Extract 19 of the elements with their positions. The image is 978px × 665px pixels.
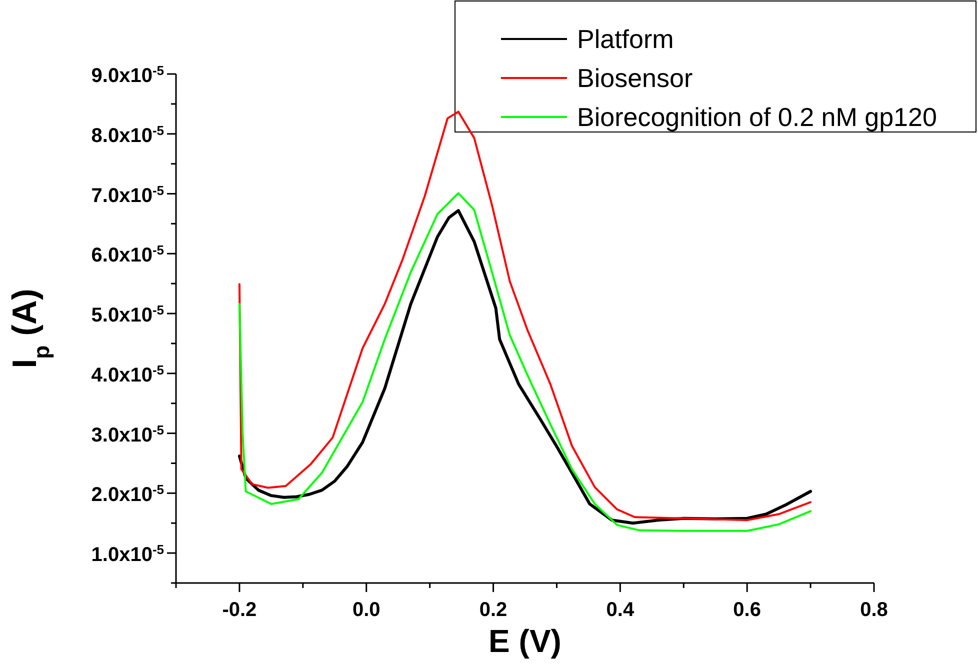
x-tick-label: 0.0 <box>352 599 380 621</box>
y-tick-label: 6.0x10$^{-5}$ <box>91 242 164 267</box>
x-tick-label: -0.2 <box>222 599 257 621</box>
y-tick-label: 8.0x10$^{-5}$ <box>91 122 164 147</box>
x-tick-label: 0.4 <box>606 599 635 621</box>
y-tick-label: 9.0x10$^{-5}$ <box>91 62 164 87</box>
x-axis-title: E (V) <box>488 623 562 659</box>
x-tick-label: 0.2 <box>479 599 508 621</box>
y-tick-label: 1.0x10$^{-5}$ <box>91 542 164 566</box>
x-tick-label: 0.8 <box>860 599 888 621</box>
y-tick-label: 7.0x10$^{-5}$ <box>91 182 164 207</box>
x-tick-label: 0.6 <box>733 599 761 621</box>
legend-label: Biosensor <box>577 63 693 93</box>
legend-label: Biorecognition of 0.2 nM gp120 <box>577 102 937 132</box>
y-tick-label: 5.0x10$^{-5}$ <box>91 302 164 327</box>
legend-label: Platform <box>577 24 674 54</box>
y-tick-label: 2.0x10$^{-5}$ <box>91 482 164 506</box>
y-tick-label: 3.0x10$^{-5}$ <box>91 422 164 446</box>
y-tick-label: 4.0x10$^{-5}$ <box>91 362 164 386</box>
